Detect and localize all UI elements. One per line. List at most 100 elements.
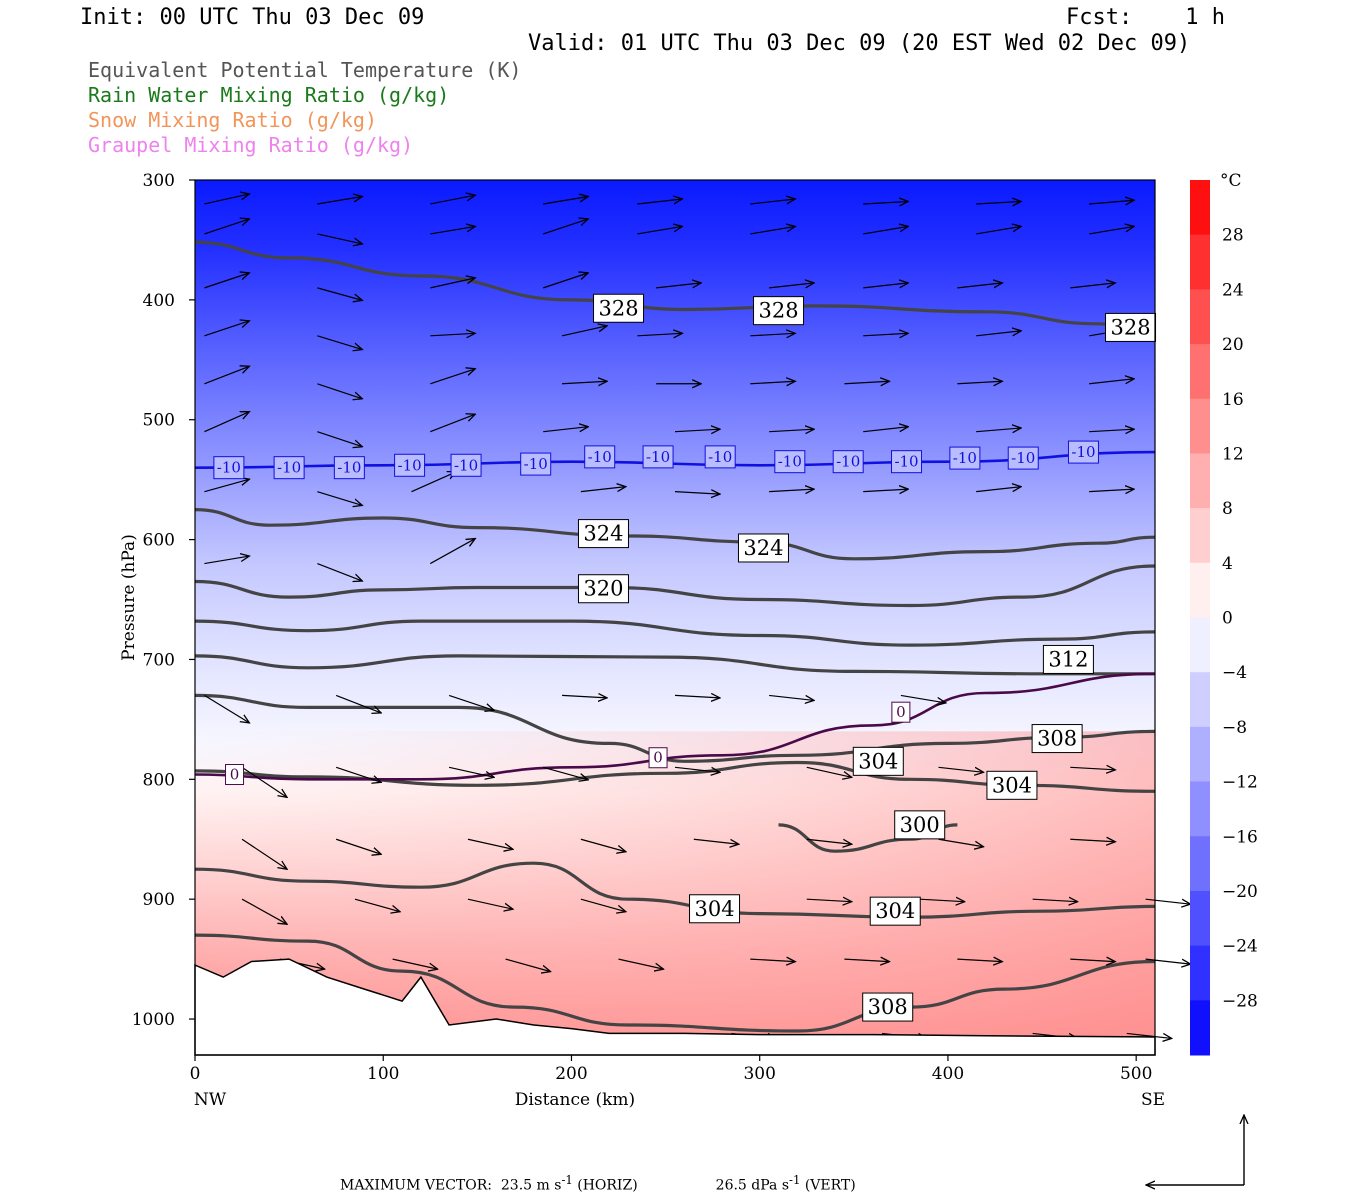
- isotherm-label-10: -10: [836, 453, 860, 471]
- wind-vector-9: [204, 219, 249, 235]
- vert-exponent: -1: [789, 1173, 801, 1187]
- wind-vector-28: [317, 335, 362, 350]
- wind-vector-70: [674, 695, 720, 698]
- contour-label-box-10: [894, 810, 946, 840]
- contour-label-304-12: 304: [875, 899, 915, 923]
- colorbar-swatch-14: [1190, 945, 1210, 1001]
- terrain-fill: [194, 958, 1156, 1056]
- y-tick-label-700: 700: [143, 650, 175, 670]
- colorbar-swatch-1: [1190, 234, 1210, 290]
- isotherm-label-6: -10: [588, 448, 612, 466]
- isotherm-label-box-9: [774, 450, 806, 474]
- wind-vector-73: [241, 766, 287, 797]
- isotherm-label-3: -10: [398, 456, 422, 474]
- isotherm-label-9: -10: [778, 453, 802, 471]
- theta-e-contours: [194, 240, 1156, 1033]
- contour-label-304-9: 304: [992, 773, 1032, 797]
- colorbar-label-28: 28: [1222, 226, 1244, 246]
- isotherm-label-box-0: [213, 456, 245, 480]
- wind-vector-6: [863, 201, 908, 204]
- wind-vector-77: [674, 766, 720, 772]
- isotherm-label-box-5: [520, 452, 552, 476]
- wind-vector-4: [637, 199, 682, 205]
- isotherm-label-box-13: [1007, 446, 1039, 470]
- wind-vector-38: [430, 369, 475, 385]
- wind-vector-91: [467, 898, 513, 909]
- wind-vector-103: [844, 959, 889, 962]
- x-tick-label-100: 100: [367, 1064, 399, 1084]
- contour-label-box-3: [577, 519, 629, 549]
- y-axis-label: Pressure (hPa): [119, 534, 139, 661]
- wind-vector-82: [335, 838, 381, 854]
- isotherm-label-14: -10: [1071, 443, 1095, 461]
- theta-e-contour-324-1: [194, 508, 1156, 561]
- wind-vector-56: [411, 472, 456, 493]
- wind-vector-36: [204, 366, 249, 385]
- wind-vector-19: [317, 287, 362, 301]
- isotherm-label-box-11: [891, 450, 923, 474]
- colorbar-label--12: −12: [1222, 773, 1258, 793]
- wind-vector-81: [241, 838, 287, 869]
- wind-vector-101: [618, 958, 664, 969]
- colorbar-swatch-11: [1190, 781, 1210, 837]
- wind-vector-92: [580, 898, 626, 912]
- colorbar-label-12: 12: [1222, 444, 1244, 464]
- wind-vector-31: [637, 333, 682, 336]
- isotherm-label-0: -10: [217, 459, 241, 477]
- wind-vector-10: [317, 233, 362, 244]
- contour-label-box-9: [986, 770, 1038, 800]
- wind-vector-2: [430, 195, 475, 205]
- y-tick-label-400: 400: [143, 291, 175, 311]
- x-tick-label-300: 300: [743, 1064, 775, 1084]
- legend-theta-e: Equivalent Potential Temperature (K): [88, 58, 522, 82]
- x-end-label-se: SE: [1141, 1090, 1165, 1110]
- wind-vector-42: [844, 381, 889, 384]
- wind-vector-11: [430, 226, 475, 235]
- wind-vector-51: [863, 427, 908, 433]
- valid-time: Valid: 01 UTC Thu 03 Dec 09 (20 EST Wed …: [528, 31, 1191, 56]
- terrain-outline: [194, 958, 1156, 1056]
- colorbar-label-24: 24: [1222, 280, 1244, 300]
- reference-vector: [1146, 1115, 1244, 1185]
- wind-vector-105: [1070, 959, 1115, 962]
- wind-vector-46: [317, 431, 362, 447]
- theta-e-contour-312-4: [194, 654, 1155, 676]
- theta-e-contour-308-5: [194, 693, 1156, 763]
- theta-e-contour-316-3: [194, 619, 1156, 647]
- wind-vector-18: [204, 273, 249, 289]
- colorbar-swatch-0: [1190, 180, 1210, 236]
- isotherm-label-box-12: [949, 446, 981, 470]
- wind-vectors: [204, 194, 1190, 1038]
- horiz-exponent: -1: [561, 1173, 573, 1187]
- wind-vector-47: [430, 414, 475, 433]
- x-tick-label-200: 200: [555, 1064, 587, 1084]
- wind-vector-65: [430, 539, 475, 565]
- contour-label-324-4: 324: [743, 536, 783, 560]
- wind-vector-41: [750, 381, 795, 384]
- contour-label-box-6: [1042, 644, 1094, 674]
- horiz-unit: (HORIZ): [572, 1177, 638, 1194]
- y-tick-label-300: 300: [143, 171, 175, 191]
- contour-label-box-11: [689, 894, 741, 924]
- wind-vector-110: [1126, 1032, 1172, 1038]
- vert-unit: (VERT): [800, 1177, 856, 1194]
- wind-vector-54: [204, 479, 249, 493]
- contour-label-box-8: [852, 746, 904, 776]
- colorbar-swatch-8: [1190, 617, 1210, 673]
- colorbar-swatch-4: [1190, 398, 1210, 454]
- wind-vector-1: [317, 196, 362, 205]
- wind-vector-78: [806, 766, 852, 777]
- wind-vector-61: [976, 487, 1021, 493]
- x-end-label-nw: NW: [194, 1090, 227, 1110]
- isotherm-label-box-10: [832, 450, 864, 474]
- colorbar-label--16: −16: [1222, 827, 1258, 847]
- colorbar-swatch-6: [1190, 508, 1210, 564]
- colorbar-label-16: 16: [1222, 390, 1244, 410]
- isotherm-label-12: -10: [953, 449, 977, 467]
- wind-vector-25: [957, 283, 1002, 289]
- wind-vector-13: [637, 226, 682, 235]
- wind-vector-102: [750, 959, 795, 962]
- wind-vector-37: [317, 383, 362, 399]
- colorbar-swatch-7: [1190, 562, 1210, 618]
